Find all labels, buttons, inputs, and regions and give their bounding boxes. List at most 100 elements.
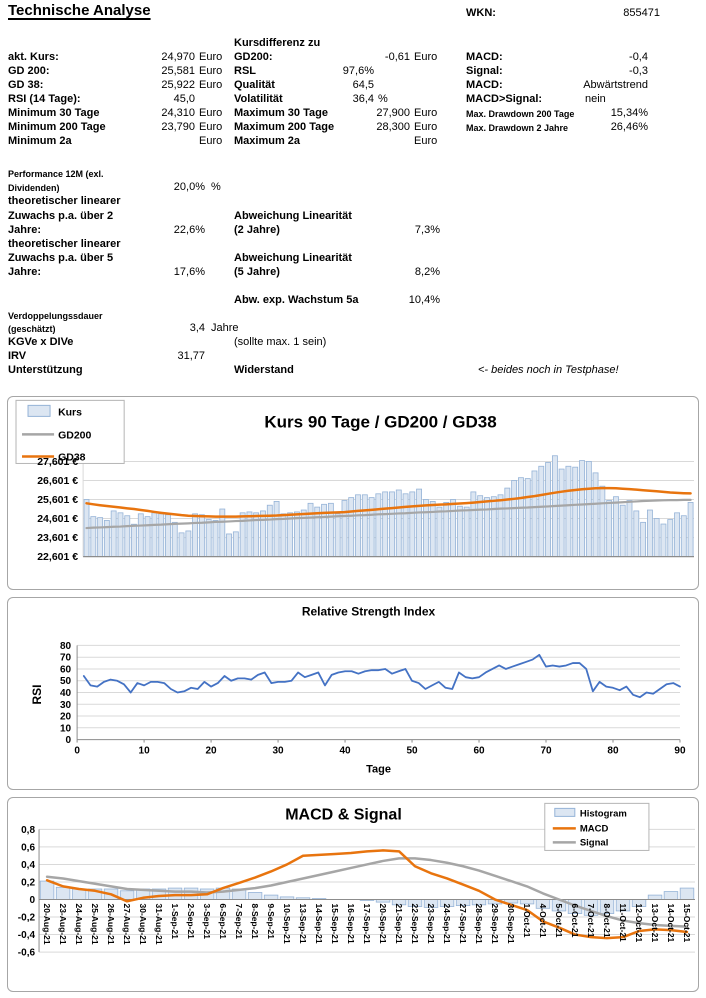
metric-value: 64,5	[352, 79, 374, 91]
analysis-label: Verdoppelungssdauer	[8, 311, 103, 321]
metric-value: Abwärtstrend	[583, 79, 648, 91]
analysis-label: Widerstand	[234, 364, 294, 376]
kurs-bar	[110, 510, 117, 557]
kurs-bar	[416, 488, 422, 557]
kurs-bar	[151, 512, 158, 557]
macd-date-label: 14-Sep-21	[314, 903, 324, 943]
analysis-label: Zuwachs p.a. über 5	[8, 252, 114, 264]
macd-date-label: 9-Sep-21	[266, 904, 276, 940]
macd-histogram-bar	[55, 886, 71, 901]
rsi-xtick: 0	[74, 746, 80, 757]
kurs-bar	[327, 502, 334, 557]
rsi-ytick: 60	[60, 664, 72, 675]
metric-label: Signal:	[466, 65, 503, 77]
kurs-bar	[382, 491, 389, 557]
kurs-ytick: 23,601 €	[37, 532, 78, 544]
gd38-line	[85, 486, 692, 518]
metric-value: 25,922	[161, 79, 195, 91]
rsi-axis-label: RSI	[30, 684, 44, 704]
kurs-bar	[585, 461, 592, 557]
metric-unit: Euro	[199, 107, 223, 119]
analysis-label: Dividenden)	[8, 183, 60, 193]
kurs-bar	[653, 518, 660, 557]
metric-value: -0,61	[384, 51, 410, 63]
kurs-bar	[226, 533, 232, 557]
macd-date-label: 8-Oct-21	[602, 904, 612, 938]
kurs-bar	[456, 505, 463, 557]
tage-axis-label: Tage	[366, 764, 391, 776]
page-title: Technische Analyse	[8, 2, 151, 19]
macd-date-label: 7-Sep-21	[234, 904, 244, 940]
kurs-bar	[660, 523, 667, 557]
metric-unit: Euro	[414, 107, 438, 119]
rsi-ytick: 50	[60, 676, 72, 687]
analysis-label: Jahre:	[8, 224, 42, 236]
metric-unit: Euro	[199, 135, 223, 147]
kurs-bar	[409, 491, 416, 557]
kurs-bar	[192, 513, 198, 557]
macd-ytick: 0,4	[21, 860, 35, 871]
rsi-xtick: 40	[339, 746, 351, 757]
metric-unit: Euro	[414, 135, 438, 147]
kurs-title: Kurs 90 Tage / GD200 / GD38	[264, 412, 496, 431]
metric-label: GD 38:	[8, 79, 44, 91]
kurs-bar	[613, 496, 619, 557]
analysis-label: (2 Jahre)	[234, 224, 280, 236]
testphase-note: <- beides noch in Testphase!	[478, 364, 619, 376]
analysis-value: 8,2%	[414, 266, 440, 278]
macd-date-label: 23-Sep-21	[426, 904, 436, 944]
rsi-ytick: 30	[60, 700, 72, 711]
metric-label: Maximum 2a	[234, 135, 301, 147]
macd-histogram-bar	[39, 880, 55, 900]
kurs-bar	[212, 520, 219, 557]
metric-label: Minimum 200 Tage	[8, 121, 106, 133]
kursdifferenz-header: Kursdifferenz zu	[234, 37, 321, 49]
macd-ytick: 0,8	[21, 825, 35, 836]
metric-value: 23,790	[161, 121, 195, 133]
metric-label: MACD>Signal:	[466, 93, 543, 105]
kurs-bar	[674, 512, 680, 557]
macd-line	[45, 849, 689, 940]
kurs-bar	[538, 465, 545, 557]
rsi-xtick: 30	[272, 746, 284, 757]
analysis-value: 17,6%	[173, 266, 205, 278]
kurs-ytick: 26,601 €	[37, 475, 78, 487]
macd-date-label: 22-Sep-21	[410, 904, 420, 944]
kurs-bar	[165, 514, 171, 557]
kurs-bar	[355, 494, 361, 557]
kurs-bar	[124, 515, 131, 557]
kurs-bar	[97, 517, 104, 557]
gd200-line	[85, 498, 692, 530]
macd-date-label: 3-Sep-21	[202, 904, 212, 940]
rsi-ytick: 80	[60, 641, 72, 652]
kurs-bar	[103, 520, 110, 557]
analysis-label: Abweichung Linearität	[234, 252, 352, 264]
kurs-bar	[280, 513, 287, 557]
metric-label: MACD:	[466, 79, 503, 91]
legend-label-gd200: GD200	[58, 429, 91, 441]
metric-unit: Euro	[199, 65, 223, 77]
legend-label-macd: MACD	[580, 823, 609, 834]
metric-value: 97,6%	[342, 65, 374, 77]
kurs-bar	[117, 512, 124, 557]
metric-unit: Euro	[414, 121, 438, 133]
macd-histogram-bar	[167, 887, 183, 900]
kurs-bar	[232, 531, 239, 557]
kurs-bar	[606, 500, 613, 557]
kurs-bar	[361, 494, 368, 557]
kurs-bar	[158, 513, 165, 557]
rsi-ytick: 20	[60, 712, 72, 723]
kurs-bar	[402, 493, 409, 557]
macd-ytick: 0,6	[21, 842, 35, 853]
metric-label: Qualität	[234, 79, 275, 91]
metric-unit: Euro	[199, 79, 223, 91]
analysis-label: Unterstützung	[8, 364, 83, 376]
kurs-bar	[131, 523, 137, 557]
rsi-ytick: 70	[60, 653, 72, 664]
kurs-bar	[579, 460, 585, 557]
kurs-bar	[389, 491, 395, 557]
kurs-bar	[144, 516, 151, 557]
kurs-bar	[518, 477, 524, 557]
macd-legend: Histogram MACD Signal	[544, 802, 650, 851]
